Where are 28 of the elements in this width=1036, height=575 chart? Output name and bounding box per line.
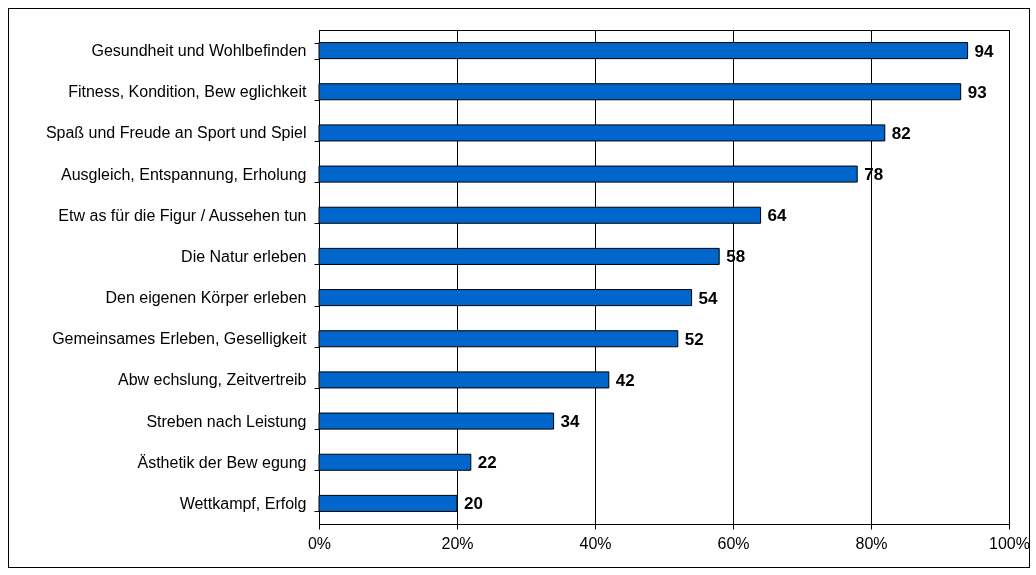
data-label: 20 [464, 494, 483, 514]
data-label: 54 [698, 288, 719, 308]
x-tick-label: 100% [989, 534, 1030, 552]
x-tick-label: 80% [855, 534, 888, 552]
x-tick-label: 20% [441, 534, 474, 552]
y-tick-label: Gemeinsames Erleben, Geselligkeit [52, 330, 308, 348]
x-tick-label: 40% [579, 534, 612, 552]
y-tick-label: Gesundheit und Wohlbefinden [91, 42, 307, 60]
data-label: 52 [684, 329, 704, 349]
y-tick-label: Den eigenen Körper erleben [105, 289, 307, 307]
y-tick-label: Fitness, Kondition, Bew eglichkeit [68, 83, 308, 101]
y-tick-label: Abw echslung, Zeitvertreib [117, 371, 307, 389]
y-tick-label: Spaß und Freude an Sport und Spiel [45, 124, 307, 142]
data-label: 22 [477, 453, 497, 473]
data-label: 94 [974, 41, 995, 61]
y-tick-label: Etw as für die Figur / Aussehen tun [58, 206, 307, 224]
data-label: 42 [615, 370, 635, 390]
data-label: 82 [891, 123, 911, 143]
y-tick-label: Streben nach Leistung [146, 412, 307, 430]
y-tick-label: Ausgleich, Entspannung, Erholung [60, 165, 307, 183]
data-label: 64 [767, 206, 788, 226]
x-tick-label: 0% [307, 534, 332, 552]
data-label: 34 [560, 412, 581, 432]
y-tick-label: Ästhetik der Bew egung [137, 453, 307, 471]
data-label: 93 [967, 82, 987, 102]
x-tick-label: 60% [717, 534, 750, 552]
y-tick-label: Wettkampf, Erfolg [179, 494, 307, 512]
y-tick-label: Die Natur erleben [181, 247, 307, 265]
